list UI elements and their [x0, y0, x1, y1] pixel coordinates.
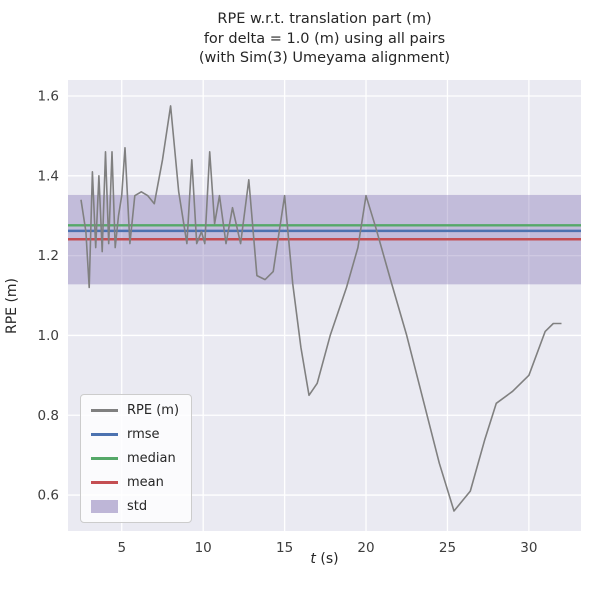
- x-axis-label: t (s): [68, 551, 581, 567]
- legend-item-rmse: rmse: [91, 427, 179, 442]
- y-tick-label: 1.6: [38, 88, 59, 104]
- x-axis-label-var: t: [310, 551, 316, 567]
- legend-item-rpe: RPE (m): [91, 403, 179, 418]
- chart-title-line2: for delta = 1.0 (m) using all pairs: [203, 30, 446, 47]
- chart-title: RPE w.r.t. translation part (m) for delt…: [68, 10, 581, 69]
- x-tick-label: 20: [357, 540, 374, 556]
- x-axis-label-unit: (s): [315, 551, 339, 567]
- y-tick-label: 1.4: [38, 168, 59, 184]
- chart-title-line3: (with Sim(3) Umeyama alignment): [198, 50, 451, 66]
- y-tick-label: 0.8: [38, 408, 59, 424]
- x-tick-label: 15: [276, 540, 293, 556]
- y-tick-label: 1.0: [38, 328, 59, 344]
- chart-title-line1: RPE w.r.t. translation part (m): [217, 11, 432, 27]
- rpe-series-line: [80, 105, 562, 512]
- legend-label-std: std: [127, 499, 148, 514]
- x-tick-label: 10: [195, 540, 212, 556]
- y-axis-label: RPE (m): [4, 277, 20, 335]
- rpe-line-swatch: [91, 409, 118, 412]
- x-tick-label: 30: [520, 540, 537, 556]
- y-tick-label: 1.2: [38, 248, 59, 264]
- y-tick-label: 0.6: [38, 488, 59, 504]
- legend-label-mean: mean: [127, 475, 164, 490]
- legend-item-mean: mean: [91, 475, 179, 490]
- x-tick-label: 5: [117, 540, 126, 556]
- rmse-line-swatch: [91, 433, 118, 436]
- legend-item-std: std: [91, 499, 179, 514]
- legend: RPE (m) rmse median mean std: [80, 394, 193, 523]
- x-tick-label: 25: [439, 540, 456, 556]
- std-patch-swatch: [91, 500, 118, 513]
- legend-item-median: median: [91, 451, 179, 466]
- mean-line-swatch: [91, 481, 118, 484]
- median-line-swatch: [91, 457, 118, 460]
- legend-label-rpe: RPE (m): [127, 403, 180, 418]
- legend-label-rmse: rmse: [127, 427, 160, 442]
- legend-label-median: median: [127, 451, 176, 466]
